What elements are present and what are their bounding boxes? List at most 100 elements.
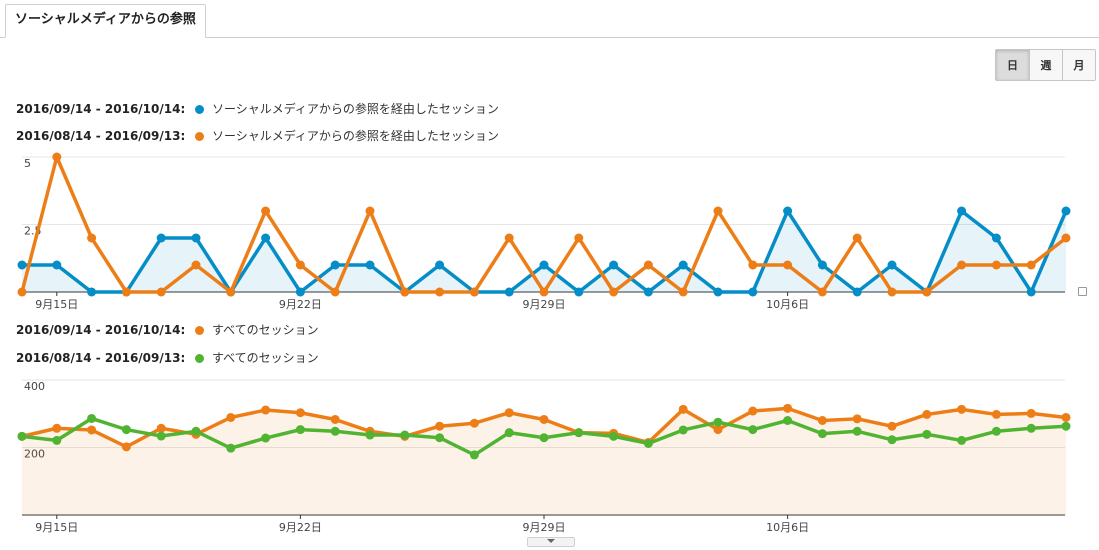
data-point	[121, 287, 131, 297]
data-point	[1061, 206, 1071, 216]
data-point	[609, 431, 619, 441]
legend-range: 2016/09/14 - 2016/10/14:	[16, 102, 186, 116]
data-point	[609, 287, 619, 297]
data-point	[121, 425, 131, 435]
day-button[interactable]: 日	[996, 50, 1029, 80]
data-point	[295, 287, 305, 297]
data-point	[887, 435, 897, 445]
x-tick-label: 9月22日	[279, 521, 322, 534]
data-point	[991, 426, 1001, 436]
data-point	[17, 287, 27, 297]
data-point	[817, 416, 827, 425]
week-button[interactable]: 週	[1029, 50, 1062, 80]
resize-handle[interactable]	[527, 537, 575, 547]
data-point	[435, 287, 445, 297]
data-point	[957, 435, 967, 445]
data-point	[435, 260, 445, 270]
data-point	[1026, 260, 1036, 270]
data-point	[817, 260, 827, 270]
data-point	[852, 414, 862, 424]
data-point	[1061, 412, 1071, 422]
data-point	[783, 403, 793, 413]
legend-range: 2016/08/14 - 2016/09/13:	[16, 129, 186, 143]
data-point	[539, 433, 549, 443]
data-point	[17, 260, 27, 270]
data-point	[365, 430, 375, 440]
data-point	[52, 423, 62, 433]
data-point	[678, 287, 688, 297]
data-point	[713, 206, 723, 216]
data-point	[121, 442, 131, 452]
tab-social-referrals[interactable]: ソーシャルメディアからの参照	[5, 4, 206, 38]
data-point	[748, 260, 758, 270]
data-point	[365, 206, 375, 216]
data-point	[678, 404, 688, 414]
x-tick-label: 9月29日	[523, 521, 566, 534]
data-point	[156, 233, 166, 243]
y-tick-label: 400	[24, 380, 45, 393]
data-point	[400, 430, 410, 440]
data-point	[574, 287, 584, 297]
data-point	[991, 233, 1001, 243]
chart1-legend-previous: 2016/08/14 - 2016/09/13: ソーシャルメディアからの参照を経…	[16, 127, 499, 145]
data-point	[87, 287, 97, 297]
data-point	[887, 421, 897, 431]
legend-series-name: すべてのセッション	[212, 323, 319, 337]
data-point	[1061, 421, 1071, 431]
data-point	[713, 425, 723, 435]
data-point	[817, 287, 827, 297]
data-point	[226, 443, 236, 453]
x-tick-label: 9月15日	[35, 298, 78, 311]
data-point	[957, 404, 967, 414]
data-point	[504, 428, 514, 438]
data-point	[156, 431, 166, 441]
data-point	[469, 287, 479, 297]
data-point	[87, 413, 97, 423]
data-point	[991, 409, 1001, 419]
data-point	[678, 425, 688, 435]
data-point	[469, 418, 479, 428]
legend-series-name: すべてのセッション	[212, 351, 319, 365]
data-point	[957, 260, 967, 270]
data-point	[52, 152, 62, 162]
x-tick-label: 9月15日	[35, 521, 78, 534]
data-point	[922, 287, 932, 297]
data-point	[504, 233, 514, 243]
x-tick-label: 9月29日	[523, 298, 566, 311]
data-point	[156, 287, 166, 297]
data-point	[295, 425, 305, 435]
data-point	[748, 287, 758, 297]
legend-series-name: ソーシャルメディアからの参照を経由したセッション	[212, 129, 499, 143]
x-tick-label: 10月6日	[766, 298, 809, 311]
period-toggle: 日 週 月	[995, 49, 1096, 81]
data-point	[87, 233, 97, 243]
data-point	[504, 287, 514, 297]
x-tick-label: 9月22日	[279, 298, 322, 311]
data-point	[226, 287, 236, 297]
series-area-1	[22, 408, 1066, 515]
data-point	[261, 433, 271, 443]
data-point	[922, 429, 932, 439]
data-point	[713, 287, 723, 297]
data-point	[748, 406, 758, 416]
data-point	[435, 421, 445, 431]
data-point	[295, 408, 305, 418]
data-point	[365, 260, 375, 270]
data-point	[330, 426, 340, 436]
legend-dot-green	[195, 354, 204, 363]
legend-dot-blue	[195, 105, 204, 114]
legend-series-name: ソーシャルメディアからの参照を経由したセッション	[212, 102, 499, 116]
data-point	[643, 260, 653, 270]
data-point	[1061, 233, 1071, 243]
data-point	[678, 260, 688, 270]
data-point	[539, 414, 549, 424]
export-icon[interactable]	[1078, 287, 1087, 296]
data-point	[191, 426, 201, 436]
chart2-legend-previous: 2016/08/14 - 2016/09/13: すべてのセッション	[16, 349, 319, 367]
data-point	[400, 287, 410, 297]
data-point	[852, 233, 862, 243]
data-point	[261, 206, 271, 216]
data-point	[330, 287, 340, 297]
chart1-legend-current: 2016/09/14 - 2016/10/14: ソーシャルメディアからの参照を経…	[16, 100, 499, 118]
month-button[interactable]: 月	[1062, 50, 1095, 80]
